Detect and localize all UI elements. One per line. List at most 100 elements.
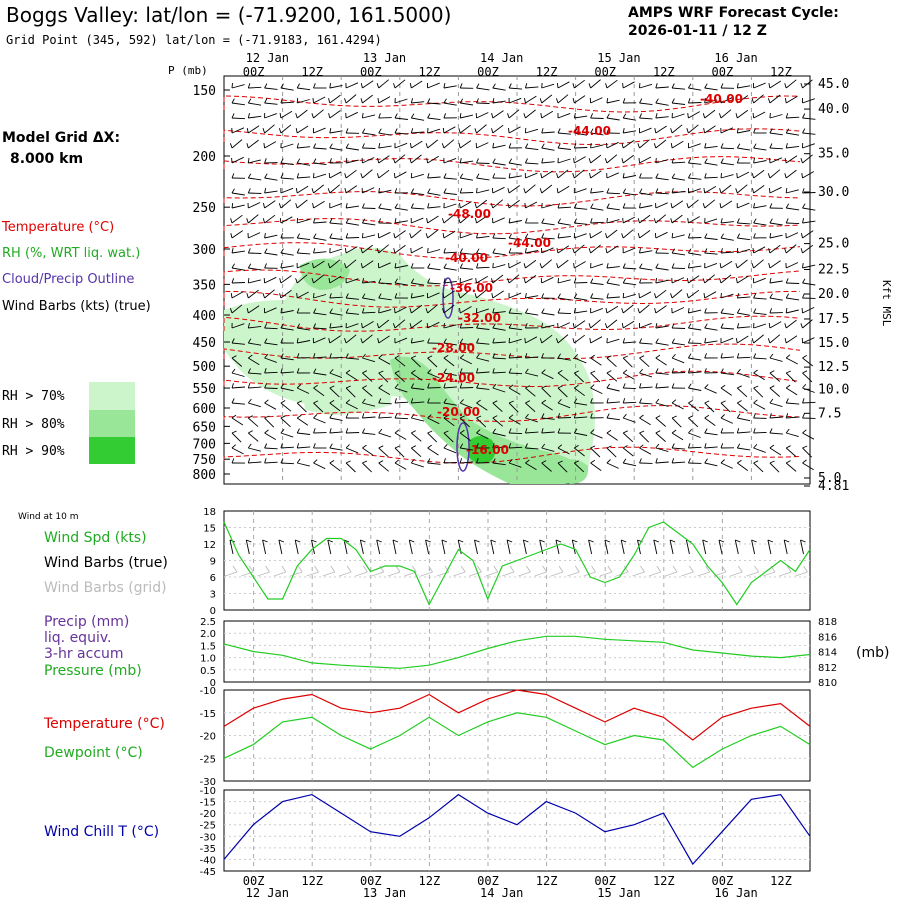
- wind-barb-flag: [394, 383, 399, 389]
- wind-barb-flag: [687, 458, 691, 464]
- wind-barb-flag: [508, 233, 512, 239]
- wind-barb-shaft: [639, 156, 652, 164]
- wind-barb-shaft: [296, 402, 307, 413]
- wind-barb-shaft: [688, 143, 701, 149]
- wind-barb-flag: [508, 262, 510, 269]
- wind-barb-shaft: [362, 432, 376, 435]
- wind-barb-shaft: [802, 462, 814, 471]
- wind-barb-shaft: [574, 402, 588, 406]
- wind-barb-shaft: [590, 231, 603, 239]
- precip-tick-label: 2.5: [200, 617, 216, 628]
- wind-barb-shaft: [378, 357, 391, 365]
- wind-barb-flag: [752, 112, 755, 119]
- wind-barb-shaft: [590, 432, 603, 439]
- wind-barb-flag: [622, 458, 627, 464]
- pressure-tick-labels: 1502002503003504004505005506006507007508…: [193, 84, 230, 483]
- wind-barb-shaft: [541, 247, 554, 254]
- wind-barb-shaft: [786, 297, 800, 301]
- true-wind-barb: [343, 539, 348, 555]
- wind-barb-shaft: [525, 237, 539, 241]
- wind-barb-flag: [459, 203, 461, 209]
- wind-barb-flag: [671, 458, 675, 464]
- wind-barb-shaft: [525, 447, 539, 450]
- wind-barb-flag: [329, 128, 332, 134]
- wind-barb-flag: [329, 158, 332, 164]
- wind-barb-shaft: [802, 447, 813, 458]
- wind-barb-shaft: [622, 229, 634, 239]
- wind-barb-shaft: [394, 417, 409, 420]
- wind-barb-shaft: [623, 401, 637, 404]
- wind-barb-shaft: [737, 312, 751, 316]
- wind-barb-flag: [670, 128, 673, 134]
- wind-barb-shaft: [639, 102, 653, 106]
- wind-barb-flag: [604, 323, 608, 329]
- wind-barb-flag: [541, 413, 545, 419]
- wind-barb-shaft: [720, 174, 734, 179]
- wind-barb-shaft: [525, 109, 536, 119]
- wind-barb-flag: [492, 98, 495, 104]
- grid-wind-barb: [632, 571, 645, 577]
- wind-barb-shaft: [345, 82, 359, 89]
- wind-barb-flag: [264, 98, 268, 104]
- wind-barb-shaft: [264, 190, 278, 194]
- rh80-region-b: [300, 258, 350, 290]
- wind-barb-shaft: [785, 95, 798, 104]
- wind-barb-shaft: [492, 237, 506, 240]
- windchill-tick-label: -40: [200, 855, 216, 866]
- wind-barb-shaft: [329, 417, 343, 421]
- wind-barb-flag: [688, 248, 692, 254]
- wind-barb-shaft: [394, 319, 406, 329]
- wind-barb-shaft: [280, 462, 294, 465]
- wind-barb-flag: [394, 128, 398, 134]
- wind-barb-shaft: [785, 79, 797, 89]
- wind-barb-flag: [802, 278, 806, 284]
- wind-barb-flag: [492, 173, 496, 179]
- wind-barb-flag: [786, 370, 791, 374]
- wind-barb-flag: [296, 384, 302, 389]
- wind-barb-flag: [703, 188, 706, 194]
- wind-barb-flag: [409, 143, 412, 149]
- wind-barb-flag: [345, 385, 351, 389]
- wind-barb-shaft: [671, 402, 684, 410]
- wind-barb-flag: [541, 293, 545, 299]
- cloud-outline-lower: [456, 422, 470, 472]
- wind-barb-flag: [539, 263, 543, 269]
- wind-barb-shaft: [362, 447, 374, 456]
- wind-barb-flag: [264, 338, 268, 344]
- wind-barb-shaft: [248, 305, 260, 314]
- temperature-contour: [223, 269, 801, 287]
- wind-barb-flag: [231, 368, 236, 374]
- wind-barb-flag: [802, 413, 805, 419]
- wind-barb-flag: [280, 323, 284, 329]
- wind-barb-shaft: [394, 154, 406, 164]
- wind-barb-flag: [508, 248, 512, 254]
- wind-barb-shaft: [606, 219, 620, 224]
- wind-barb-shaft: [362, 280, 376, 284]
- wind-barb-flag: [426, 218, 429, 224]
- true-wind-barb-flag: [702, 539, 708, 543]
- wind-barb-flag: [491, 112, 494, 119]
- top-time-tick-label: 00Z: [360, 65, 382, 79]
- wind-barb-shaft: [394, 432, 407, 440]
- wind-speed-tick-label: 9: [210, 557, 216, 568]
- wind-barb-flag: [802, 459, 807, 464]
- wind-barb-shaft: [802, 98, 815, 104]
- windchill-tick-label: -15: [200, 798, 216, 809]
- true-wind-barb: [359, 539, 364, 555]
- wind-barb-flag: [622, 278, 626, 284]
- wind-barb-flag: [769, 370, 775, 374]
- wind-barb-shaft: [313, 260, 325, 269]
- wind-barb-shaft: [231, 139, 243, 149]
- wind-barb-flag: [328, 172, 331, 179]
- wind-barb-shaft: [313, 127, 326, 134]
- wind-barb-shaft: [785, 155, 798, 164]
- wind-barb-shaft: [688, 417, 699, 428]
- wind-barb-flag: [638, 157, 640, 164]
- wind-barb-flag: [231, 458, 235, 464]
- wind-barb-shaft: [720, 147, 735, 150]
- wind-barb-flag: [605, 83, 608, 89]
- wind-barb-shaft: [459, 417, 470, 428]
- wind-barb-shaft: [394, 337, 408, 344]
- wind-barb-flag: [753, 203, 756, 209]
- wind-barb-flag: [639, 458, 642, 464]
